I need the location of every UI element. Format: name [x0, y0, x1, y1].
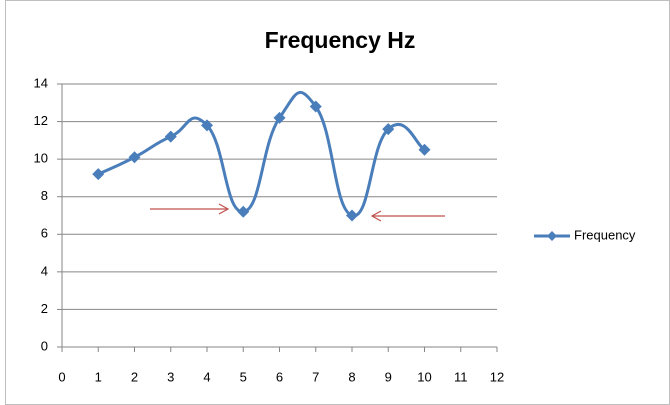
point-marker: [128, 151, 141, 164]
x-tick-label: 10: [417, 369, 431, 384]
point-marker: [273, 111, 286, 124]
point-marker: [346, 209, 358, 222]
chart-frame: [5, 0, 670, 405]
y-tick-label: 8: [41, 188, 48, 203]
y-tick-label: 14: [34, 75, 48, 90]
x-tick-label: 8: [348, 369, 355, 384]
x-tick-label: 9: [385, 369, 392, 384]
y-tick-label: 4: [41, 263, 48, 278]
point-marker: [92, 168, 105, 181]
chart-title: Frequency Hz: [265, 27, 416, 53]
point-marker: [201, 119, 213, 132]
legend-label: Frequency: [574, 227, 636, 242]
point-marker: [382, 123, 395, 136]
x-tick-label: 6: [276, 369, 283, 384]
x-tick-label: 1: [95, 369, 102, 384]
y-tick-label: 12: [34, 113, 48, 128]
x-tick-label: 3: [167, 369, 174, 384]
arrow-head: [370, 210, 382, 222]
arrow-head: [218, 203, 230, 215]
point-marker: [309, 100, 322, 113]
y-tick-label: 10: [34, 151, 48, 166]
x-tick-label: 7: [312, 369, 319, 384]
y-tick-label: 0: [41, 338, 48, 353]
x-tick-label: 5: [240, 369, 247, 384]
x-tick-label: 4: [203, 369, 210, 384]
annotation-arrows: [150, 203, 445, 222]
y-tick-label: 2: [41, 301, 48, 316]
point-marker: [164, 130, 177, 143]
x-tick-label: 11: [454, 369, 468, 384]
point-marker: [237, 205, 250, 218]
series-line: [97, 91, 426, 218]
legend-marker: [547, 231, 557, 241]
y-tick-label: 6: [41, 226, 48, 241]
x-tick-label: 12: [490, 369, 504, 384]
x-tick-label: 0: [58, 369, 65, 384]
x-tick-label: 2: [131, 369, 138, 384]
point-marker: [418, 143, 431, 156]
